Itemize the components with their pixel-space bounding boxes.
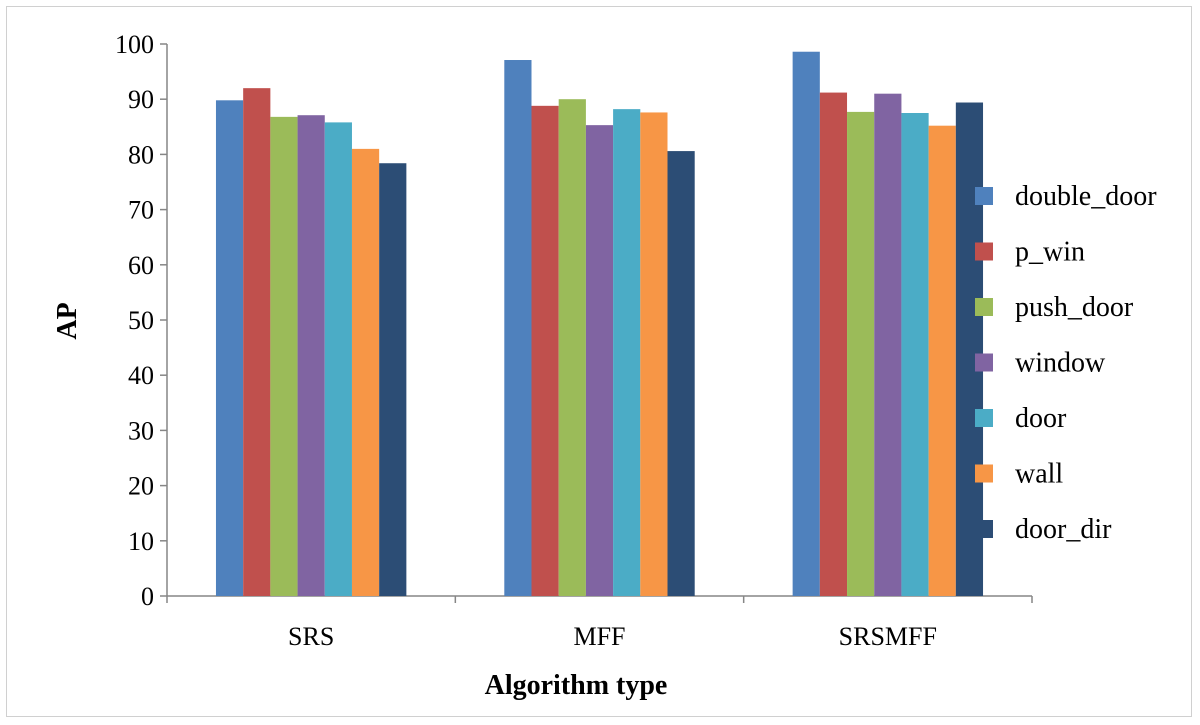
bar-door-SRSMFF xyxy=(901,113,929,596)
x-tick-label: SRS xyxy=(288,622,334,651)
bars xyxy=(215,51,984,597)
bar-window-MFF xyxy=(585,125,614,597)
legend-label-door: door xyxy=(1015,403,1067,434)
legend-swatch-p_win xyxy=(975,242,993,261)
bar-wall-SRS xyxy=(351,148,380,596)
legend-label-p_win: p_win xyxy=(1015,237,1085,268)
bar-p_win-MFF xyxy=(531,105,559,596)
y-axis: 0 10 20 30 40 50 60 70 80 90 100 xyxy=(115,30,168,611)
legend-swatch-door xyxy=(975,409,993,427)
bar-wall-SRSMFF xyxy=(928,125,956,597)
bar-push_door-SRSMFF xyxy=(847,111,875,597)
bar-double_door-SRS xyxy=(215,100,244,596)
legend-swatch-double_door xyxy=(975,187,993,205)
y-tick-label: 30 xyxy=(128,416,154,445)
bar-door-MFF xyxy=(613,109,641,597)
bar-wall-MFF xyxy=(640,112,668,596)
bar-door_dir-MFF xyxy=(667,151,695,596)
legend-swatch-door_dir xyxy=(975,520,993,538)
y-tick-label: 10 xyxy=(128,527,154,556)
y-tick-label: 50 xyxy=(128,306,154,335)
legend-swatch-window xyxy=(975,353,993,372)
y-tick-label: 40 xyxy=(128,361,154,390)
bar-door_dir-SRSMFF xyxy=(955,102,984,597)
legend-label-push_door: push_door xyxy=(1015,292,1134,323)
legend-label-window: window xyxy=(1015,348,1106,379)
legend-label-wall: wall xyxy=(1015,459,1063,490)
legend-label-double_door: double_door xyxy=(1015,181,1157,212)
x-axis-title: Algorithm type xyxy=(485,670,668,701)
bar-push_door-MFF xyxy=(558,99,586,596)
y-tick-label: 100 xyxy=(115,30,154,59)
legend-swatch-push_door xyxy=(975,298,993,316)
y-tick-label: 20 xyxy=(128,472,154,501)
bar-push_door-SRS xyxy=(270,116,298,596)
bar-window-SRS xyxy=(297,115,325,596)
bar-double_door-SRSMFF xyxy=(792,51,820,596)
bar-door_dir-SRS xyxy=(379,163,407,596)
y-tick-label: 70 xyxy=(128,196,154,225)
y-tick-label: 0 xyxy=(141,582,154,611)
legend-label-door_dir: door_dir xyxy=(1015,514,1112,545)
y-tick-label: 80 xyxy=(128,140,154,169)
bar-p_win-SRS xyxy=(243,88,271,596)
bar-p_win-SRSMFF xyxy=(819,92,848,597)
x-tick-label: SRSMFF xyxy=(839,622,937,651)
y-tick-label: 60 xyxy=(128,251,154,280)
bar-window-SRSMFF xyxy=(874,93,902,597)
legend-swatch-wall xyxy=(975,464,993,483)
x-axis: SRS MFF SRSMFF xyxy=(166,595,1033,651)
y-axis-title: AP xyxy=(52,302,83,339)
x-tick-label: MFF xyxy=(573,622,625,651)
y-tick-label: 90 xyxy=(128,85,154,114)
bar-door-SRS xyxy=(324,122,352,596)
bar-double_door-MFF xyxy=(504,60,532,597)
